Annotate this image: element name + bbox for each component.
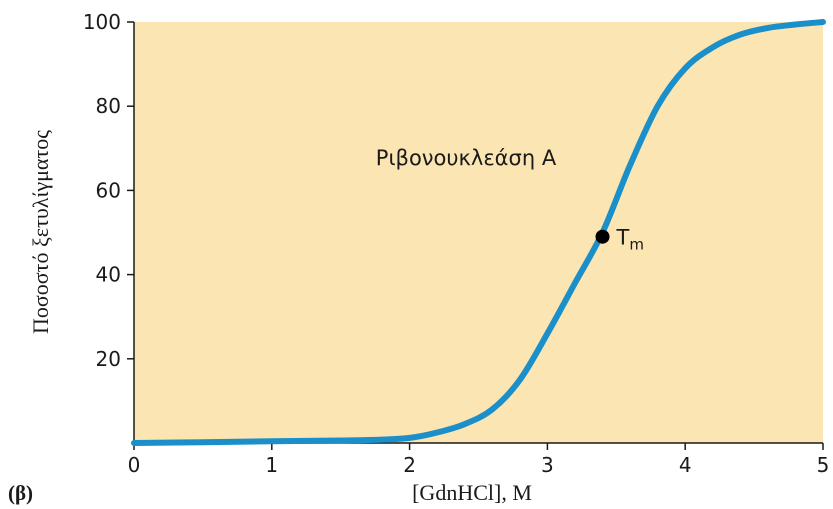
y-tick-label: 100 xyxy=(83,10,121,34)
unfolding-curve xyxy=(131,19,826,446)
tm-point xyxy=(595,229,610,244)
x-tick-label: 3 xyxy=(541,453,554,477)
panel-label: (β) xyxy=(8,481,33,505)
x-axis-ticks: 0 1 2 3 4 5 xyxy=(128,443,830,477)
plot-area xyxy=(134,22,823,443)
x-tick-label: 0 xyxy=(128,453,141,477)
x-tick-label: 5 xyxy=(817,453,830,477)
y-tick-label: 40 xyxy=(96,263,121,287)
series-group xyxy=(131,19,826,446)
y-tick-label: 80 xyxy=(96,94,121,118)
y-axis-ticks: 20 40 60 80 100 xyxy=(83,10,134,371)
y-tick-label: 20 xyxy=(96,347,121,371)
x-tick-label: 4 xyxy=(679,453,692,477)
x-tick-label: 1 xyxy=(265,453,278,477)
y-axis-label: Ποσοστό ξετυλίγματος xyxy=(28,130,53,334)
y-tick-label: 60 xyxy=(96,178,121,202)
curve-annotation: Ριβονουκλεάση Α xyxy=(376,146,557,170)
x-tick-label: 2 xyxy=(403,453,416,477)
tm-label-subscript: m xyxy=(629,236,644,254)
x-axis-label: [GdnHCl], M xyxy=(412,480,532,505)
